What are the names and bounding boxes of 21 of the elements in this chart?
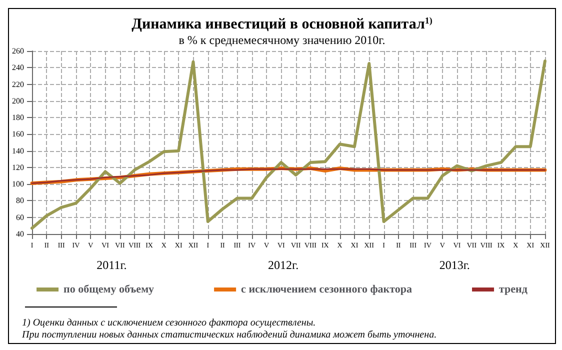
line-series <box>30 59 546 230</box>
y-tick-label: 260 <box>12 46 24 56</box>
y-tick-label: 60 <box>16 212 24 222</box>
chart-subtitle: в % к среднемесячному значению 2010г. <box>178 33 386 47</box>
text: 2013г. <box>439 258 470 272</box>
text: 2011г. <box>96 258 127 272</box>
y-tick-label: 200 <box>12 96 24 106</box>
y-tick-label: 180 <box>12 113 24 122</box>
legend-label: с исключением сезонного фактора <box>241 284 413 296</box>
legend-label: по общему объему <box>64 284 155 296</box>
y-tick-label: 120 <box>12 162 24 172</box>
y-tick-label: 100 <box>12 180 24 189</box>
y-tick-label: 40 <box>16 230 24 238</box>
y-tick-label: 240 <box>12 63 24 72</box>
text: 1) Оценки данных с исключением сезонного фактора осуществлены. При поступлении новых данных статистических наблюдений динамика может быть уточнена. <box>21 318 437 340</box>
y-tick-label: 160 <box>12 130 24 139</box>
y-tick-label: 80 <box>16 196 24 206</box>
y-tick-label: 140 <box>12 146 24 156</box>
y-tick-label: 220 <box>12 80 24 89</box>
text: 2012г. <box>268 258 299 272</box>
legend-label: тренд <box>499 284 528 296</box>
